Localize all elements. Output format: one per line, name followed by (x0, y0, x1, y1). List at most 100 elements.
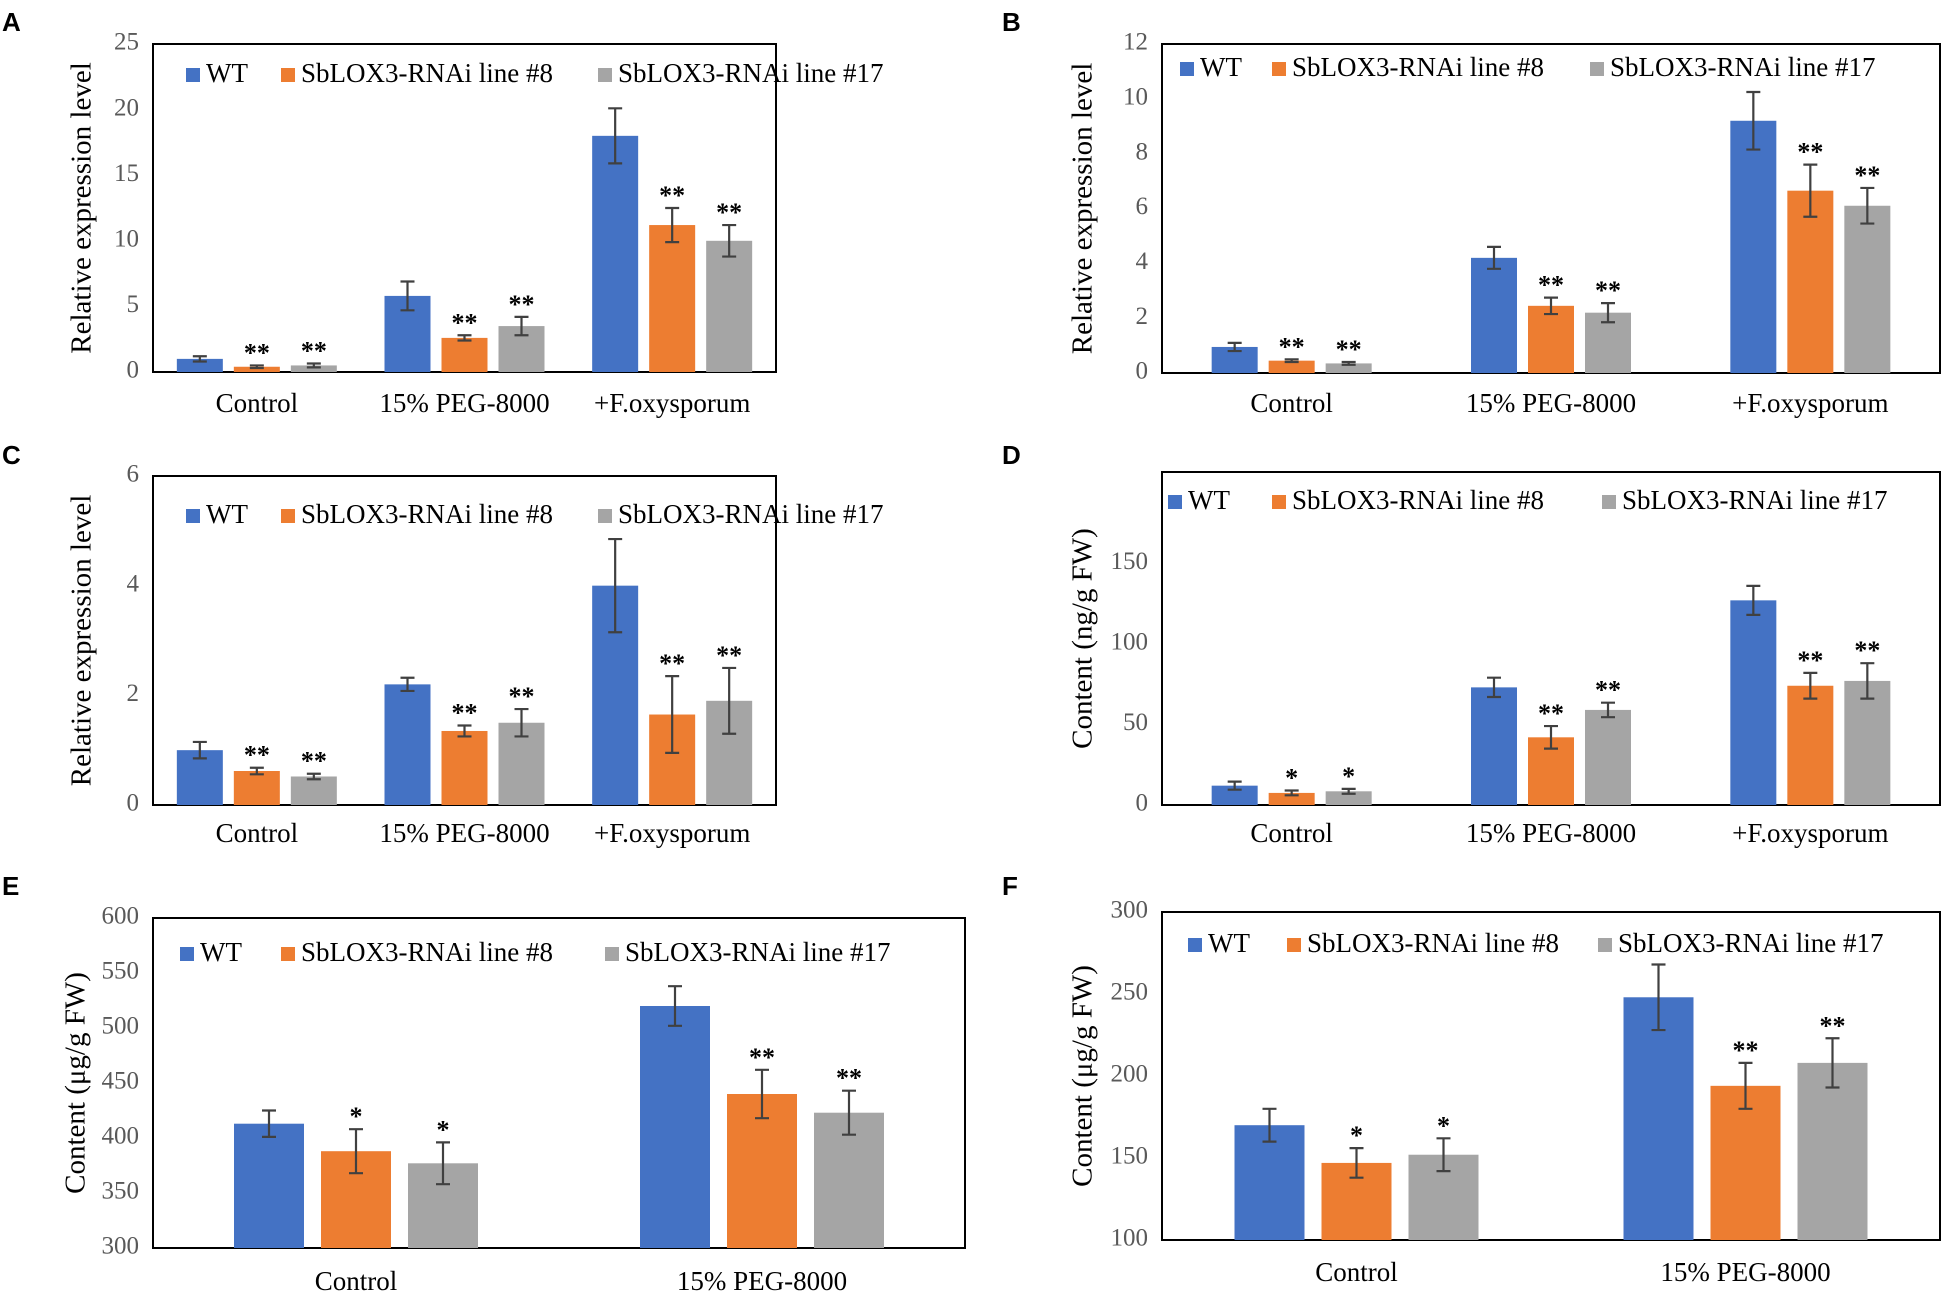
panel-e: E 300 350 400 450 500 550 600 Content (μg/g FW) C… (2, 871, 966, 1293)
significance-label: ** (716, 641, 742, 670)
bar-wt (1471, 687, 1517, 805)
significance-label: ** (1595, 276, 1621, 305)
x-category-label: 15% PEG-8000 (379, 818, 549, 848)
significance-label: ** (749, 1043, 775, 1072)
error-bar (1544, 724, 1558, 750)
x-category-label: Control (1250, 818, 1333, 848)
legend-label-line8: SbLOX3-RNAi line #8 (1292, 485, 1544, 515)
error-bar (1746, 584, 1761, 616)
legend-label-line17: SbLOX3-RNAi line #17 (1622, 485, 1888, 515)
legend-swatch-wt (1180, 62, 1194, 76)
error-bar (436, 1141, 450, 1186)
legend-label-line17: SbLOX3-RNAi line #17 (625, 937, 891, 967)
bar-line8 (233, 771, 280, 805)
legend-label-line8: SbLOX3-RNAi line #8 (1292, 52, 1544, 82)
plot-frame (1161, 911, 1941, 1241)
significance-label: ** (1279, 332, 1305, 361)
significance-label: ** (1733, 1036, 1759, 1065)
error-bar (400, 676, 415, 693)
error-bar (400, 280, 415, 312)
panel-label: E (2, 871, 19, 901)
error-bar (1544, 296, 1558, 316)
significance-label: ** (509, 682, 535, 711)
y-tick-label: 15 (114, 160, 139, 187)
error-bar (1227, 780, 1242, 791)
bar-wt (1623, 997, 1694, 1240)
x-category-label: +F.oxysporum (1732, 818, 1888, 848)
x-category-label: Control (1315, 1257, 1398, 1287)
y-tick-label: 450 (102, 1068, 140, 1095)
significance-label: ** (1797, 138, 1823, 167)
error-bar (722, 223, 737, 258)
panel-f: F 100 150 200 250 300 Content (μg/g FW) Control… (1002, 871, 1941, 1287)
y-axis-label: Relative expression level (66, 495, 98, 787)
error-bar (842, 1089, 856, 1136)
significance-label: * (1350, 1121, 1363, 1150)
error-bar (457, 334, 472, 342)
legend-swatch-wt (1188, 938, 1202, 952)
legend-swatch-line8 (281, 68, 295, 82)
bar-line8 (1528, 305, 1574, 373)
error-bar (457, 724, 472, 738)
bar-wt (1211, 785, 1258, 805)
error-bar (722, 666, 737, 735)
y-axis-label: Content (ng/g FW) (1067, 528, 1099, 749)
y-tick-label: 500 (102, 1013, 140, 1040)
bar-wt (1730, 120, 1777, 374)
significance-label: ** (1336, 335, 1362, 364)
x-category-label: +F.oxysporum (594, 388, 750, 418)
bar-line17 (290, 776, 337, 805)
y-tick-label: 0 (1136, 358, 1149, 385)
bar-line8 (441, 337, 488, 372)
x-category-label: Control (315, 1266, 398, 1293)
legend-swatch-wt (186, 509, 200, 523)
bar-line8 (1268, 360, 1315, 373)
bar-line17 (706, 240, 753, 372)
bar-line8 (233, 366, 280, 372)
y-tick-label: 10 (114, 226, 139, 253)
bar-wt (1471, 257, 1517, 373)
error-bar (1284, 789, 1299, 797)
legend-swatch-line17 (598, 68, 612, 82)
plot-frame (152, 917, 966, 1249)
bar-line8 (1710, 1085, 1781, 1240)
x-category-label: 15% PEG-8000 (677, 1266, 847, 1293)
significance-label: ** (1797, 646, 1823, 675)
error-bar (1284, 358, 1299, 364)
x-category-label: +F.oxysporum (594, 818, 750, 848)
panel-c: C 0 2 4 6 Relative expression level Control ** *… (2, 440, 884, 848)
y-tick-label: 12 (1123, 29, 1148, 56)
y-tick-label: 350 (102, 1178, 140, 1205)
error-bar (514, 707, 529, 738)
significance-label: * (350, 1102, 363, 1131)
panel-label: D (1002, 440, 1021, 470)
y-axis-label: Content (μg/g FW) (1067, 965, 1099, 1187)
panel-label: B (1002, 7, 1021, 37)
legend-label-line8: SbLOX3-RNAi line #8 (301, 499, 553, 529)
significance-label: ** (244, 338, 270, 367)
bar-line8 (1787, 685, 1834, 805)
error-bar (1227, 341, 1242, 353)
error-bar (192, 355, 207, 363)
legend-swatch-line17 (605, 947, 619, 961)
legend-label-line17: SbLOX3-RNAi line #17 (618, 58, 884, 88)
error-bar (262, 1109, 276, 1138)
legend-swatch-wt (186, 68, 200, 82)
error-bar (306, 362, 321, 369)
legend-label-line8: SbLOX3-RNAi line #8 (1307, 928, 1559, 958)
x-category-label: 15% PEG-8000 (1660, 1257, 1830, 1287)
legend-swatch-line17 (598, 509, 612, 523)
y-tick-label: 4 (1136, 248, 1149, 275)
bar-line17 (1585, 709, 1631, 805)
x-category-label: 15% PEG-8000 (1466, 388, 1636, 418)
y-tick-label: 300 (1111, 897, 1149, 924)
x-category-label: Control (1250, 388, 1333, 418)
significance-label: ** (1538, 271, 1564, 300)
error-bar (1860, 186, 1875, 225)
error-bar (249, 364, 264, 370)
legend-label-line17: SbLOX3-RNAi line #17 (1618, 928, 1884, 958)
error-bar (306, 772, 321, 781)
y-tick-label: 2 (127, 680, 140, 707)
